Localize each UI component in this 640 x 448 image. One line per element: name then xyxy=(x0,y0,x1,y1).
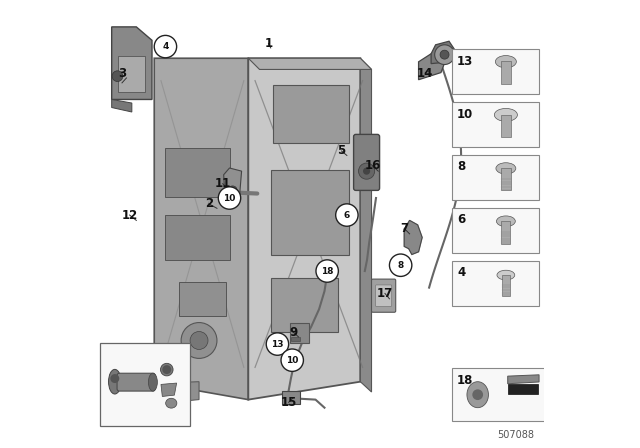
Polygon shape xyxy=(154,58,248,400)
Text: 13: 13 xyxy=(457,55,474,68)
Polygon shape xyxy=(118,56,145,92)
Text: 1: 1 xyxy=(264,37,273,50)
Circle shape xyxy=(363,168,370,175)
Text: 13: 13 xyxy=(271,340,284,349)
Text: 6: 6 xyxy=(457,213,465,226)
FancyBboxPatch shape xyxy=(371,279,396,312)
Circle shape xyxy=(266,333,289,355)
Polygon shape xyxy=(179,282,226,316)
Circle shape xyxy=(435,45,454,65)
Text: 10: 10 xyxy=(223,194,236,202)
Text: 17: 17 xyxy=(377,287,393,300)
Circle shape xyxy=(163,365,172,374)
Circle shape xyxy=(110,374,119,383)
Ellipse shape xyxy=(467,382,488,408)
Polygon shape xyxy=(291,337,300,341)
Text: 8: 8 xyxy=(397,261,404,270)
Circle shape xyxy=(440,50,449,59)
Polygon shape xyxy=(224,168,242,198)
Text: 6: 6 xyxy=(344,211,350,220)
Text: 8: 8 xyxy=(457,160,465,173)
Polygon shape xyxy=(165,215,230,260)
Polygon shape xyxy=(248,58,360,400)
Ellipse shape xyxy=(166,398,177,408)
Polygon shape xyxy=(161,383,177,396)
Ellipse shape xyxy=(109,369,121,394)
Polygon shape xyxy=(431,41,454,64)
Circle shape xyxy=(316,260,339,282)
Polygon shape xyxy=(271,170,349,255)
Circle shape xyxy=(154,35,177,58)
Text: 9: 9 xyxy=(289,326,298,339)
Text: 2: 2 xyxy=(205,197,213,211)
Bar xyxy=(508,384,538,394)
Polygon shape xyxy=(112,27,152,99)
FancyBboxPatch shape xyxy=(452,208,539,253)
Ellipse shape xyxy=(497,270,515,280)
Ellipse shape xyxy=(494,108,517,121)
Polygon shape xyxy=(248,58,371,69)
Text: 14: 14 xyxy=(417,66,433,80)
Polygon shape xyxy=(271,278,338,332)
Circle shape xyxy=(181,323,217,358)
Text: 507088: 507088 xyxy=(497,430,534,440)
Text: 18: 18 xyxy=(321,267,333,276)
Bar xyxy=(502,221,510,244)
Bar xyxy=(500,115,511,137)
Polygon shape xyxy=(282,391,300,404)
FancyBboxPatch shape xyxy=(353,134,380,190)
Polygon shape xyxy=(112,99,132,112)
Bar xyxy=(501,168,511,190)
FancyBboxPatch shape xyxy=(452,261,539,306)
Ellipse shape xyxy=(495,56,516,68)
Circle shape xyxy=(228,186,237,195)
FancyBboxPatch shape xyxy=(100,343,190,426)
Text: 16: 16 xyxy=(364,159,381,172)
Ellipse shape xyxy=(148,373,157,391)
FancyBboxPatch shape xyxy=(452,368,618,421)
Ellipse shape xyxy=(161,363,173,376)
FancyBboxPatch shape xyxy=(376,285,392,306)
FancyBboxPatch shape xyxy=(452,49,539,94)
Polygon shape xyxy=(165,148,230,197)
Text: 15: 15 xyxy=(280,396,297,409)
Polygon shape xyxy=(289,323,309,343)
Text: 10: 10 xyxy=(286,356,298,365)
Bar xyxy=(500,61,511,84)
Text: 4: 4 xyxy=(163,42,168,51)
Polygon shape xyxy=(419,54,446,80)
Circle shape xyxy=(472,389,483,400)
FancyBboxPatch shape xyxy=(117,373,155,391)
Bar xyxy=(502,275,510,296)
Circle shape xyxy=(112,71,123,82)
Text: 4: 4 xyxy=(457,266,465,279)
Text: 11: 11 xyxy=(214,177,231,190)
Polygon shape xyxy=(508,375,539,384)
FancyBboxPatch shape xyxy=(452,155,539,200)
Circle shape xyxy=(358,163,374,179)
Polygon shape xyxy=(273,85,349,143)
Circle shape xyxy=(390,254,412,276)
Polygon shape xyxy=(404,220,422,254)
Text: 10: 10 xyxy=(457,108,474,121)
Text: 18: 18 xyxy=(457,374,474,387)
FancyBboxPatch shape xyxy=(452,102,539,147)
Circle shape xyxy=(190,332,208,349)
Circle shape xyxy=(218,187,241,209)
Circle shape xyxy=(336,204,358,226)
Text: 12: 12 xyxy=(122,208,138,222)
Polygon shape xyxy=(360,58,371,392)
Text: 7: 7 xyxy=(400,222,408,235)
Polygon shape xyxy=(161,382,199,403)
Text: 5: 5 xyxy=(337,144,346,158)
Ellipse shape xyxy=(496,163,516,174)
Circle shape xyxy=(281,349,303,371)
Text: 3: 3 xyxy=(118,67,126,80)
Ellipse shape xyxy=(497,216,515,227)
